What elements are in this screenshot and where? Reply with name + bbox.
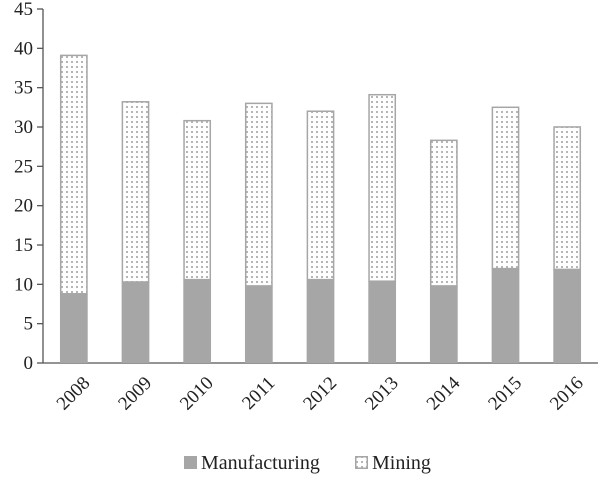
x-axis: 2008 2009 2010 2011 2012 2013 2014 2015 2016 <box>43 362 598 415</box>
bars <box>59 54 582 363</box>
x-tick-label: 2016 <box>546 373 588 415</box>
bar-mining <box>553 126 582 271</box>
bar-manufacturing <box>183 279 212 363</box>
bar-manufacturing <box>553 269 582 363</box>
bar-mining <box>183 119 212 281</box>
bar-manufacturing <box>429 285 458 363</box>
bar-mining <box>306 110 335 281</box>
x-tick-label: 2010 <box>176 373 218 415</box>
bar-mining <box>368 93 397 282</box>
legend-label: Manufacturing <box>201 452 320 474</box>
bar-mining <box>121 101 150 283</box>
x-tick-label: 2011 <box>238 373 279 414</box>
bar-manufacturing <box>306 279 335 363</box>
y-tick-label: 45 <box>14 0 33 20</box>
x-tick-label: 2012 <box>299 373 341 415</box>
bar-mining <box>491 106 520 270</box>
y-tick-label: 5 <box>24 314 34 335</box>
bar-mining <box>59 54 88 295</box>
y-tick-label: 30 <box>14 117 33 138</box>
legend-swatch-manufacturing <box>184 456 197 469</box>
legend-label: Mining <box>372 452 431 474</box>
x-tick-label: 2013 <box>361 373 403 415</box>
bar-manufacturing <box>59 293 88 363</box>
bar-manufacturing <box>368 281 397 363</box>
bar-manufacturing <box>491 268 520 363</box>
bar-mining <box>429 139 458 287</box>
y-tick-label: 10 <box>14 274 33 295</box>
bar-mining <box>244 102 273 287</box>
x-tick-label: 2009 <box>114 373 156 415</box>
x-tick-label: 2015 <box>484 373 526 415</box>
y-tick-label: 0 <box>24 353 34 374</box>
y-tick-label: 20 <box>14 196 33 217</box>
y-tick-label: 35 <box>14 78 33 99</box>
legend: Manufacturing Mining <box>184 452 431 474</box>
legend-swatch-mining <box>355 456 368 469</box>
y-tick-label: 40 <box>14 38 33 59</box>
x-tick-label: 2008 <box>53 373 95 415</box>
y-tick-label: 15 <box>14 235 33 256</box>
x-tick-label: 2014 <box>423 372 465 414</box>
bar-manufacturing <box>121 281 150 363</box>
y-axis: 0 5 10 15 20 25 30 35 40 45 <box>14 0 44 374</box>
y-tick-label: 25 <box>14 156 33 177</box>
bar-manufacturing <box>244 285 273 363</box>
